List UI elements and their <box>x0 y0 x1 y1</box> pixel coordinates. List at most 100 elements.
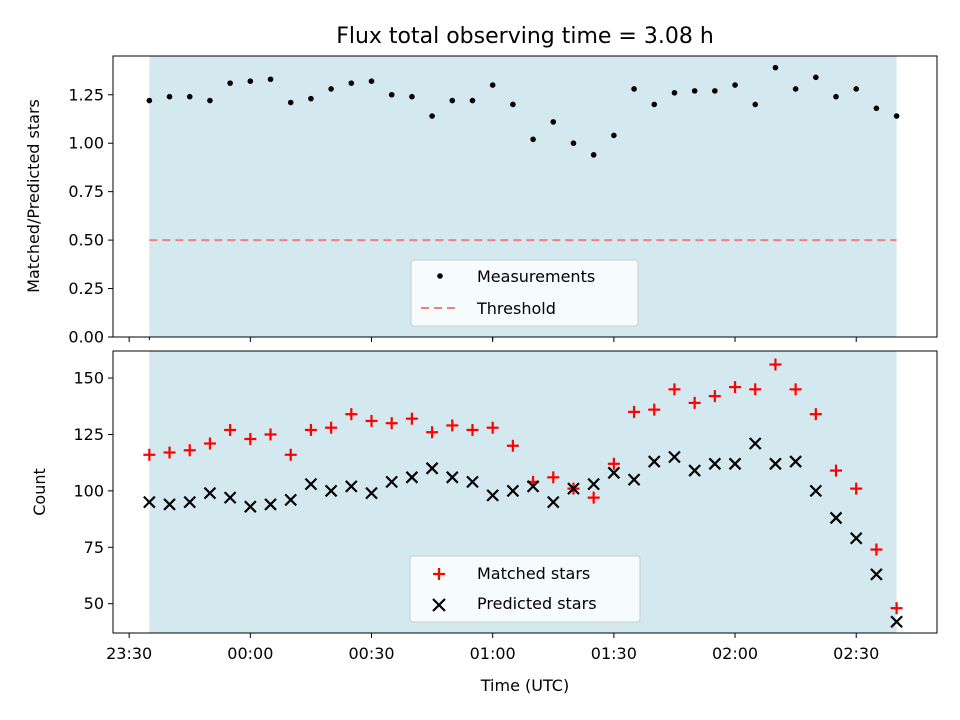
predicted-point <box>446 471 459 484</box>
matched-point <box>809 408 822 421</box>
measurement-marker-icon <box>437 273 443 279</box>
matched-point <box>426 426 439 439</box>
matched-point <box>183 444 196 457</box>
y-tick-label: 0.50 <box>68 231 104 250</box>
predicted-point <box>385 475 398 489</box>
matched-point <box>708 390 721 403</box>
predicted-point <box>627 473 641 486</box>
legend-predicted: Predicted stars <box>477 594 597 613</box>
predicted-point <box>769 457 782 471</box>
measurement-point <box>368 78 375 84</box>
predicted-point <box>809 484 823 498</box>
x-tick-label: 02:00 <box>712 644 758 663</box>
measurement-point <box>489 82 496 88</box>
y-tick-label: 75 <box>84 538 104 557</box>
measurement-point <box>893 113 900 119</box>
matched-point <box>628 405 641 418</box>
measurement-point <box>388 91 395 98</box>
count-panel: 50 75 100 125 150 23:30 00:00 00:30 01:00 01:30 0… <box>30 350 938 663</box>
predicted-point <box>143 495 156 509</box>
predicted-point <box>425 462 439 475</box>
matched-point <box>870 543 883 556</box>
matched-point <box>163 446 176 459</box>
measurement-point <box>873 105 880 112</box>
legend-threshold: Threshold <box>476 299 556 318</box>
measurement-point <box>186 93 193 100</box>
matched-point <box>668 383 681 396</box>
measurement-point <box>449 97 456 104</box>
predicted-point <box>567 482 580 495</box>
matched-point <box>224 423 237 436</box>
measurement-point <box>691 88 698 94</box>
predicted-point <box>264 498 277 511</box>
x-marker-icon <box>432 598 446 612</box>
matched-point <box>345 408 358 421</box>
measurement-point <box>792 86 799 92</box>
matched-point <box>486 421 499 434</box>
x-tick-label: 01:00 <box>470 644 516 663</box>
matched-point <box>648 403 661 416</box>
predicted-point <box>405 471 419 484</box>
x-tick-label: 00:00 <box>227 644 273 663</box>
measurement-point <box>833 93 839 100</box>
measurement-point <box>712 88 718 94</box>
measurement-point <box>328 86 334 92</box>
measurement-point <box>853 86 860 92</box>
predicted-point <box>849 531 863 545</box>
y-tick-label: 100 <box>73 481 104 500</box>
predicted-point <box>668 450 681 464</box>
legend-box <box>409 555 641 623</box>
measurement-point <box>146 97 153 104</box>
x-axis-label: Time (UTC) <box>480 676 569 695</box>
predicted-point <box>183 495 197 509</box>
matched-point <box>365 414 378 427</box>
chart-title: Flux total observing time = 3.08 h <box>336 24 714 49</box>
predicted-point <box>728 457 742 471</box>
predicted-point <box>486 489 499 502</box>
predicted-point <box>244 500 257 513</box>
matched-point <box>405 412 418 425</box>
matched-point <box>749 383 762 396</box>
matched-point <box>143 448 156 461</box>
x-tick-label: 01:30 <box>591 644 637 663</box>
predicted-point <box>587 477 600 491</box>
predicted-point <box>506 484 520 498</box>
measurement-point <box>287 99 294 106</box>
measurement-point <box>671 90 678 96</box>
measurement-point <box>207 97 213 104</box>
legend-bottom: Matched stars Predicted stars <box>409 555 641 623</box>
measurement-point <box>611 132 617 139</box>
y-tick-label: 1.25 <box>68 85 104 104</box>
predicted-point <box>829 511 843 525</box>
predicted-point <box>365 486 378 500</box>
predicted-point <box>647 455 661 468</box>
measurement-point <box>267 76 274 83</box>
matched-point <box>284 448 297 461</box>
legend-top: Measurements Threshold <box>410 259 639 327</box>
matched-point <box>264 428 277 441</box>
matched-point <box>729 381 742 394</box>
predicted-point <box>526 480 540 493</box>
y-tick-label: 150 <box>73 369 104 388</box>
measurement-point <box>510 101 516 108</box>
measurement-point <box>530 136 536 143</box>
measurement-point <box>166 93 173 100</box>
matched-point <box>850 482 863 495</box>
measurement-point <box>227 80 233 86</box>
measurement-point <box>631 86 637 92</box>
plot-frame <box>112 350 938 634</box>
measurement-point <box>308 95 314 102</box>
predicted-point <box>607 466 621 480</box>
predicted-point <box>708 457 722 471</box>
predicted-point <box>546 495 560 509</box>
y-tick-label: 1.00 <box>68 134 104 153</box>
y-tick-label: 50 <box>84 594 104 613</box>
matched-point <box>607 457 620 470</box>
matched-point <box>203 437 216 450</box>
matched-point <box>587 491 600 504</box>
measurement-point <box>732 82 738 88</box>
y-axis-label-top: Matched/Predicted stars <box>24 99 43 293</box>
predicted-point <box>304 477 318 491</box>
measurement-point <box>651 101 658 108</box>
